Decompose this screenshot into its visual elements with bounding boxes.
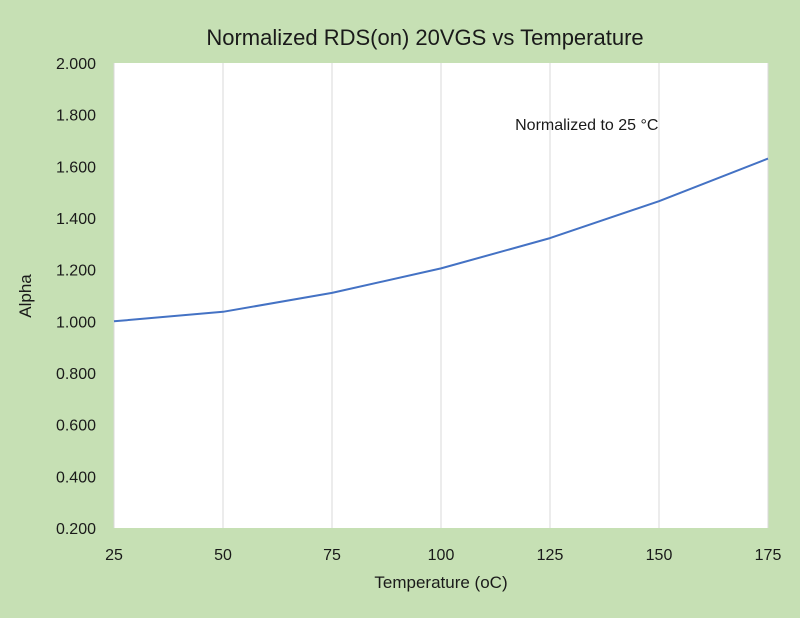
chart-title: Normalized RDS(on) 20VGS vs Temperature [206, 25, 643, 50]
x-tick-label: 100 [428, 547, 455, 564]
x-tick-label: 150 [646, 547, 673, 564]
y-tick-label: 1.600 [56, 159, 96, 176]
y-tick-label: 2.000 [56, 56, 96, 73]
chart-annotation: Normalized to 25 °C [515, 117, 658, 134]
x-tick-labels: 25 50 75 100 125 150 175 [105, 547, 781, 564]
y-tick-labels: 0.200 0.400 0.600 0.800 1.000 1.200 1.400 1.600… [56, 56, 96, 538]
y-tick-label: 1.400 [56, 211, 96, 228]
series-line-0 [113, 157, 769, 323]
y-tick-label: 0.400 [56, 469, 96, 486]
series-layer [113, 157, 769, 323]
x-tick-label: 125 [537, 547, 564, 564]
y-tick-label: 1.200 [56, 263, 96, 280]
y-axis-label: Alpha [16, 274, 35, 318]
y-tick-label: 0.600 [56, 418, 96, 435]
x-axis-label: Temperature (oC) [374, 573, 507, 592]
y-tick-label: 1.800 [56, 108, 96, 125]
y-tick-label: 1.000 [56, 314, 96, 331]
grid-lines [113, 63, 769, 528]
y-tick-label: 0.800 [56, 366, 96, 383]
x-tick-label: 175 [755, 547, 782, 564]
x-tick-label: 50 [214, 547, 232, 564]
x-tick-label: 75 [323, 547, 341, 564]
x-tick-label: 25 [105, 547, 123, 564]
y-tick-label: 0.200 [56, 521, 96, 538]
